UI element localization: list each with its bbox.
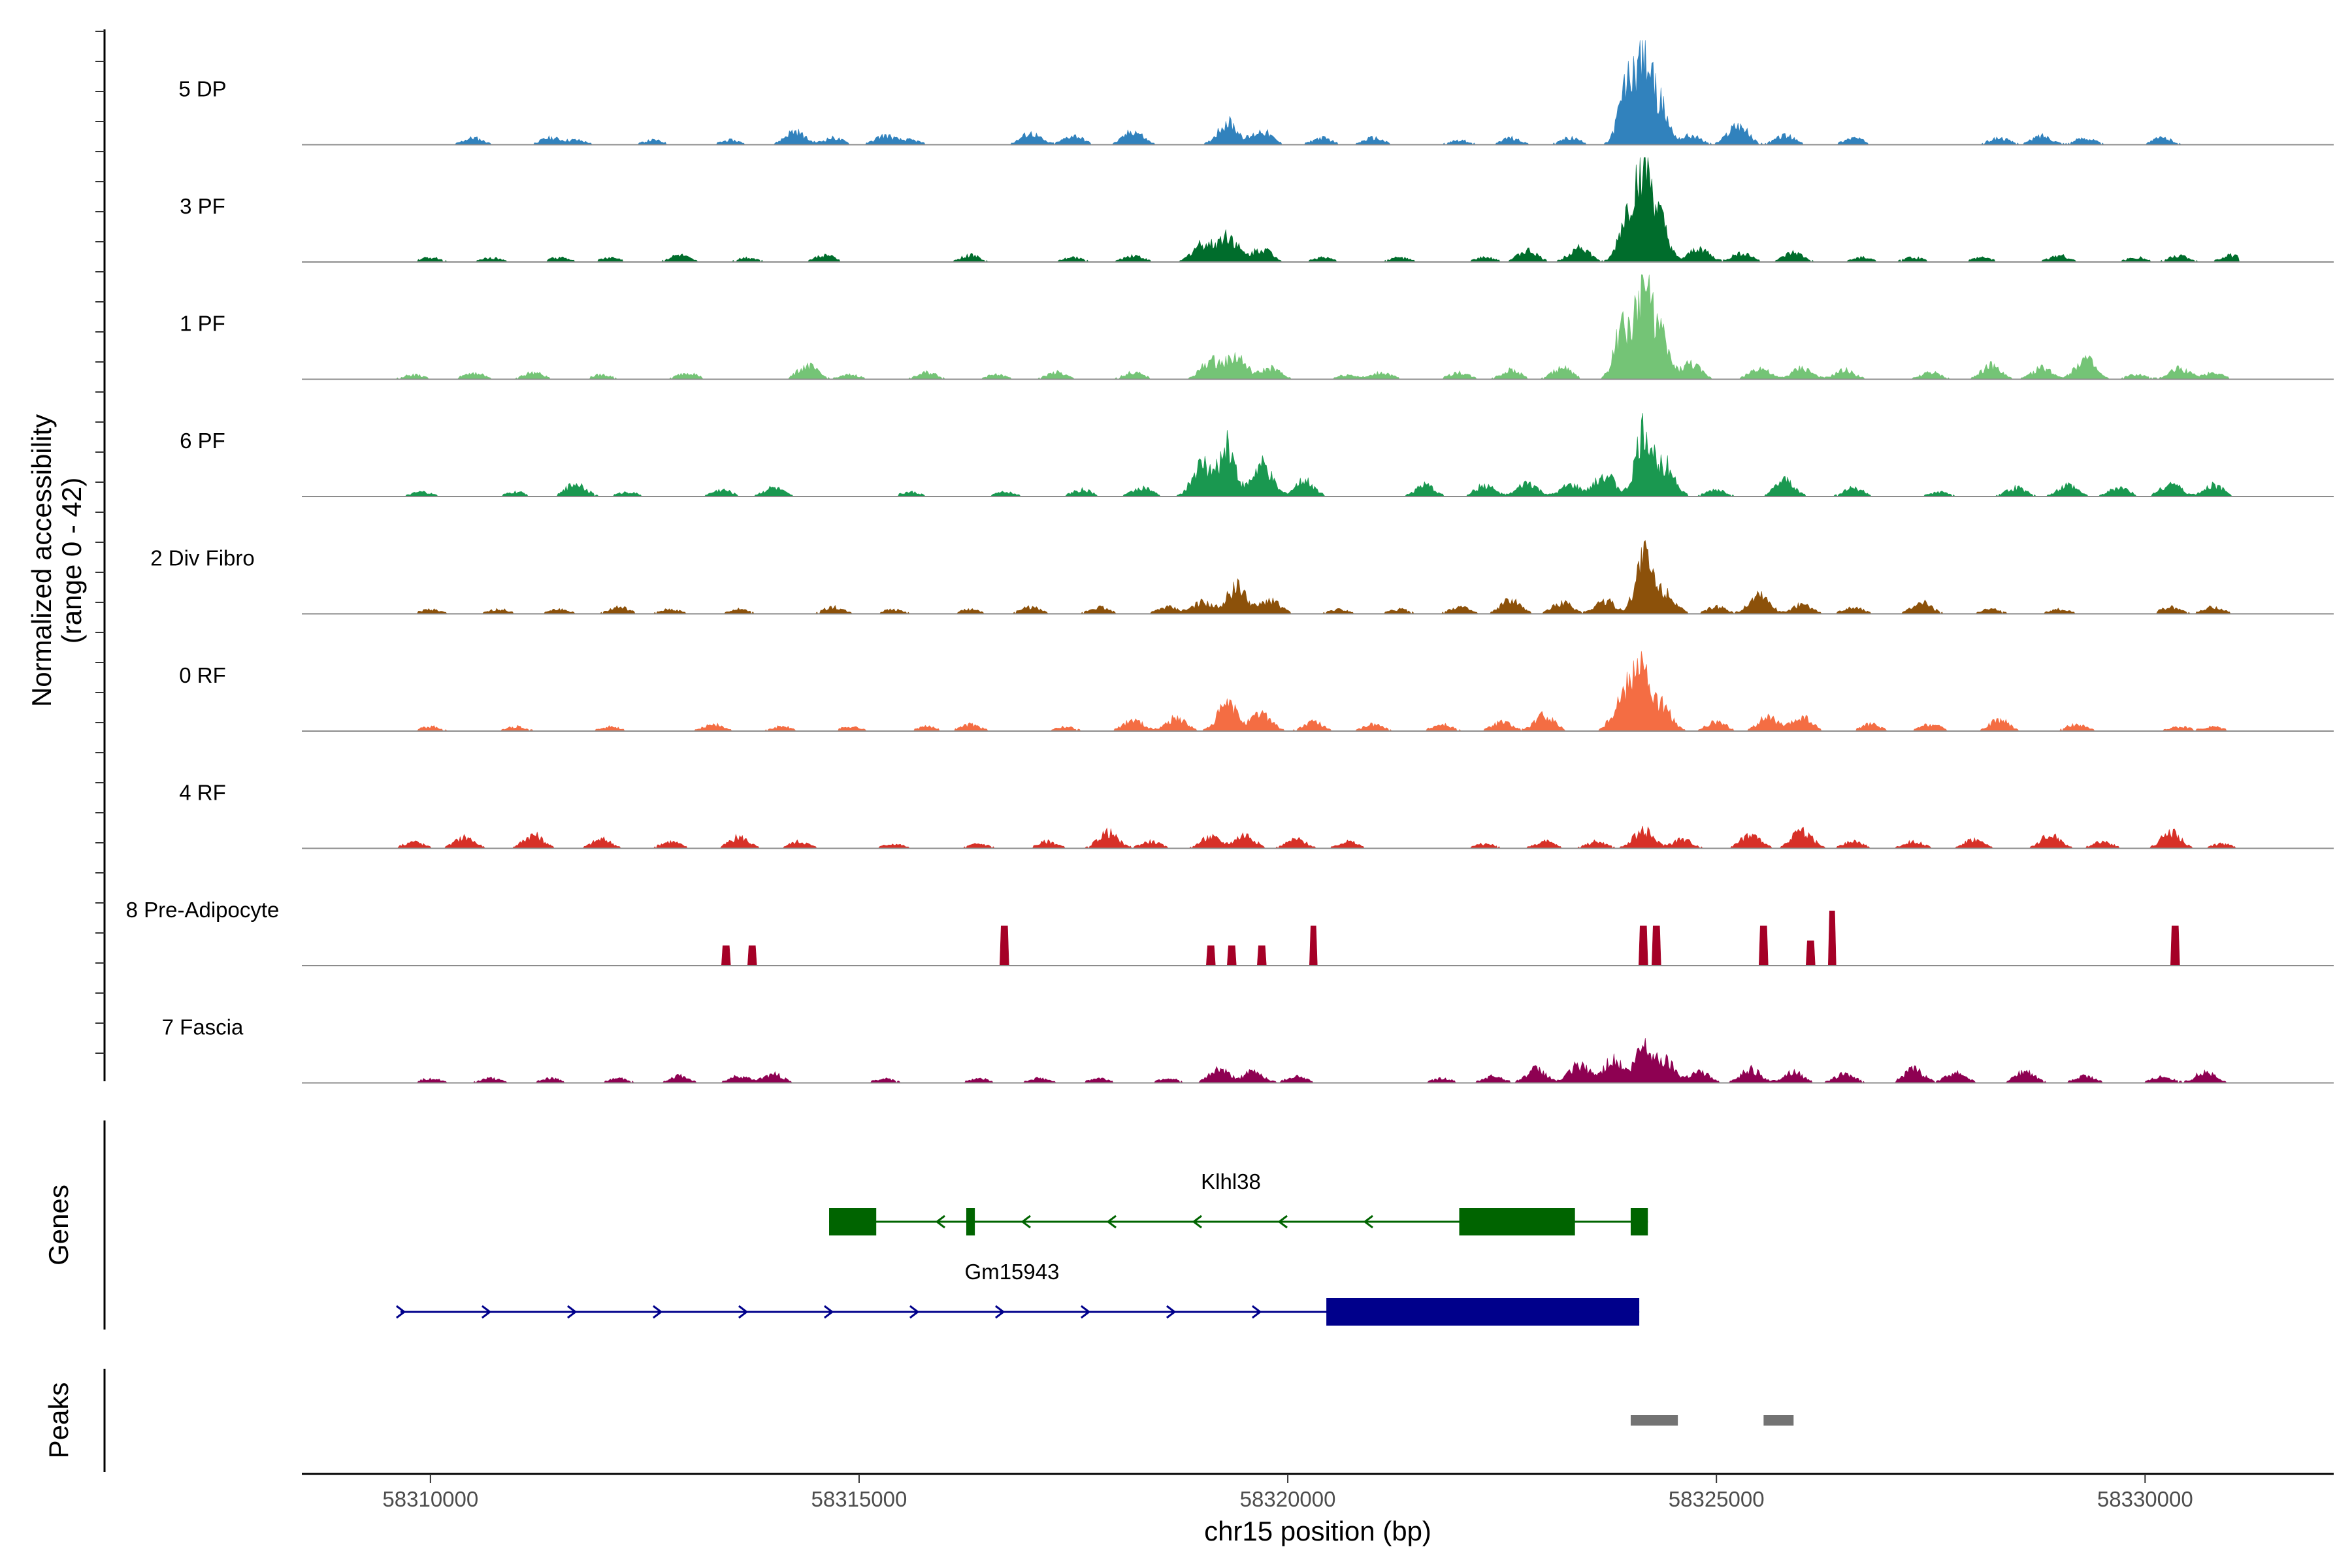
x-axis-title: chr15 position (bp) xyxy=(1204,1516,1431,1546)
gene-exon xyxy=(1459,1208,1575,1235)
coverage-area xyxy=(396,413,2240,497)
gene-label: Klhl38 xyxy=(1201,1169,1261,1194)
gene-exon xyxy=(1326,1298,1640,1326)
coverage-area xyxy=(396,540,2240,615)
track-label: 7 Fascia xyxy=(162,1015,244,1039)
strand-arrow xyxy=(738,1305,749,1319)
track-2-div-fibro: 2 Div Fibro xyxy=(150,540,2334,615)
track-label: 8 Pre-Adipocyte xyxy=(126,898,280,922)
x-axis-ticks: 58310000 58315000 58320000 58325000 58330000 xyxy=(382,1474,2193,1511)
track-6-pf: 6 PF xyxy=(180,413,2334,497)
track-0-rf: 0 RF xyxy=(179,651,2334,732)
strand-arrow xyxy=(1166,1305,1177,1319)
track-label: 5 DP xyxy=(178,77,226,101)
track-1-pf: 1 PF xyxy=(180,274,2334,380)
y-axis-title: Normalized accessibility (range 0 - 42) xyxy=(26,414,87,707)
peaks-panel-title: Peaks xyxy=(43,1382,74,1459)
strand-arrow xyxy=(1363,1215,1373,1229)
gene-label: Gm15943 xyxy=(965,1260,1060,1284)
track-label: 0 RF xyxy=(179,663,226,687)
x-tick-label: 58325000 xyxy=(1669,1487,1765,1511)
strand-arrow xyxy=(909,1305,920,1319)
strand-arrow xyxy=(824,1305,834,1319)
track-label: 4 RF xyxy=(179,781,226,805)
track-8-pre-adipocyte: 8 Pre-Adipocyte xyxy=(126,898,2334,966)
strand-arrow xyxy=(1081,1305,1091,1319)
peak-region xyxy=(1763,1415,1794,1426)
genes-panel-title: Genes xyxy=(43,1184,74,1266)
strand-arrow xyxy=(1106,1215,1117,1229)
strand-arrow xyxy=(1277,1215,1288,1229)
track-label: 1 PF xyxy=(180,312,225,336)
strand-arrow xyxy=(396,1305,406,1319)
x-tick-label: 58310000 xyxy=(382,1487,478,1511)
coverage-area xyxy=(396,157,2240,263)
track-3-pf: 3 PF xyxy=(180,157,2334,263)
track-5-dp: 5 DP xyxy=(178,40,2334,146)
gene-exon xyxy=(829,1208,877,1235)
strand-arrow xyxy=(653,1305,663,1319)
gene-gm15943: Gm15943 xyxy=(396,1260,1640,1326)
strand-arrow xyxy=(482,1305,492,1319)
coverage-area xyxy=(396,1038,2240,1084)
track-4-rf: 4 RF xyxy=(179,781,2334,849)
x-tick-label: 58330000 xyxy=(2097,1487,2193,1511)
x-tick-label: 58320000 xyxy=(1240,1487,1336,1511)
track-label: 3 PF xyxy=(180,194,225,218)
coverage-y-ticks xyxy=(95,31,105,1054)
coverage-area xyxy=(396,651,2240,732)
track-label: 2 Div Fibro xyxy=(150,546,255,570)
gene-exon xyxy=(966,1208,975,1235)
strand-arrow xyxy=(995,1305,1005,1319)
y-axis-title-line1: Normalized accessibility xyxy=(26,414,57,707)
peak-region xyxy=(1630,1415,1678,1426)
strand-arrow xyxy=(1021,1215,1031,1229)
strand-arrow xyxy=(1192,1215,1202,1229)
track-7-fascia: 7 Fascia xyxy=(162,1015,2334,1084)
coverage-area xyxy=(395,274,2240,380)
strand-arrow xyxy=(567,1305,578,1319)
coverage-tracks: 5 DP 3 PF 1 PF 6 PF 2 Div Fibro 0 RF 4 RF 8 Pre… xyxy=(126,40,2334,1084)
strand-arrow xyxy=(1252,1305,1262,1319)
coverage-area xyxy=(396,40,2240,146)
y-axis-title-line2: (range 0 - 42) xyxy=(56,478,87,644)
peaks-panel xyxy=(1630,1415,1794,1426)
coverage-area xyxy=(396,910,2240,966)
gene-klhl38: Klhl38 xyxy=(829,1169,1648,1235)
track-label: 6 PF xyxy=(180,429,225,453)
gene-exon xyxy=(1630,1208,1648,1235)
coverage-area xyxy=(396,825,2240,849)
genes-panel: Klhl38 Gm15943 xyxy=(396,1169,1648,1326)
x-tick-label: 58315000 xyxy=(811,1487,907,1511)
strand-arrow xyxy=(935,1215,945,1229)
